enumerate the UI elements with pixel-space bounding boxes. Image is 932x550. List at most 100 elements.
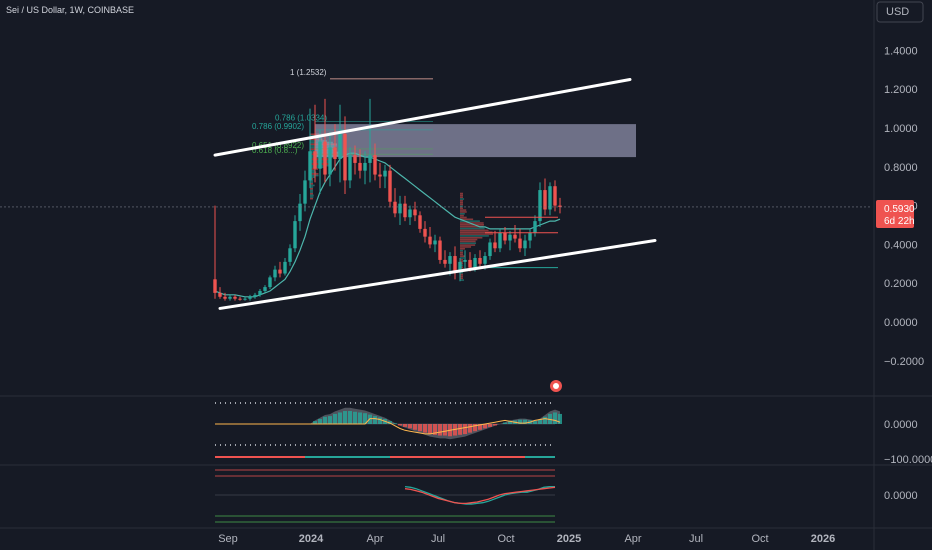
- candle-body: [398, 203, 402, 214]
- candle-body: [528, 232, 532, 241]
- candle-body: [523, 240, 527, 249]
- price-badge-value: 0.5930: [884, 204, 915, 215]
- oscillator-bar: [503, 422, 507, 424]
- oscillator-bar: [323, 416, 327, 424]
- oscillator-bar: [483, 424, 487, 429]
- x-tick-label: Oct: [497, 533, 514, 545]
- candle-body: [283, 261, 287, 274]
- symbol-title: Sei / US Dollar, 1W, COINBASE: [6, 5, 134, 15]
- oscillator-bar: [423, 424, 427, 433]
- volume-profile-bar: [460, 242, 477, 245]
- oscillator-bar: [493, 424, 497, 426]
- oscillator-bar: [558, 413, 562, 424]
- fibonacci-levels[interactable]: 1 (1.2532) 0.786 (1.0334)0.786 (0.9902) 0.…: [252, 68, 433, 155]
- volume-profile-bar: [460, 249, 463, 252]
- momentum-pane: 0.0000: [215, 469, 918, 523]
- oscillator-bar: [403, 424, 407, 427]
- volume-profile-bar: [310, 166, 324, 169]
- candle-body: [248, 296, 252, 299]
- candle-body: [358, 162, 362, 171]
- candle-body: [423, 228, 427, 237]
- volume-profile-bar: [460, 233, 494, 235]
- volume-profile-bar: [460, 244, 476, 246]
- volume-profile-bar: [460, 231, 493, 234]
- oscillator-bar: [398, 424, 402, 426]
- oscillator-bar: [433, 424, 437, 435]
- candle-body: [458, 261, 462, 272]
- trendlines[interactable]: [213, 78, 657, 310]
- oscillator-bar: [543, 416, 547, 424]
- oscillator-bar: [428, 424, 432, 435]
- ema-path: [214, 152, 561, 298]
- oscillator-bar: [348, 411, 352, 424]
- volume-profile-bar: [460, 220, 480, 222]
- volume-profile-bar: [460, 260, 463, 263]
- volume-profile-bar: [310, 173, 319, 175]
- candle-body: [548, 186, 552, 210]
- candle-body: [348, 155, 352, 181]
- volume-profile-bar: [460, 271, 463, 274]
- y-tick-label: 0.4000: [884, 239, 918, 251]
- price-badge: [876, 200, 914, 228]
- fib-label: 0.786 (0.9902): [252, 122, 304, 131]
- oscillator-bar: [408, 424, 412, 429]
- time-axis[interactable]: Sep 2024 Apr Jul Oct 2025 Apr Jul Oct 2026: [218, 533, 835, 545]
- candle-body: [513, 234, 517, 239]
- ind1-tick-label: −100.0000: [884, 454, 932, 466]
- candle-body: [343, 133, 347, 181]
- volume-profile-bar: [460, 194, 463, 197]
- currency-button[interactable]: [876, 1, 924, 23]
- volume-profile-bar: [460, 214, 464, 217]
- candle-body: [433, 240, 437, 245]
- horizontal-levels[interactable]: [485, 216, 558, 269]
- oscillator-bar: [343, 411, 347, 424]
- oscillator-bar: [373, 416, 377, 424]
- volume-profile-bar: [310, 171, 317, 174]
- candle-body: [453, 256, 457, 272]
- volume-profile-bar: [460, 253, 463, 256]
- candle-body: [483, 256, 487, 264]
- volume-profile-bar: [460, 224, 484, 226]
- candle-body: [498, 232, 502, 249]
- volume-profile-bar: [310, 176, 316, 179]
- fib-label: 1 (1.2532): [290, 68, 327, 77]
- candle-body: [363, 162, 367, 171]
- candle-body: [508, 234, 512, 241]
- volume-profile-bar: [310, 192, 313, 195]
- volume-profile-bar: [460, 212, 465, 215]
- x-tick-label: Apr: [366, 533, 383, 545]
- candle-body: [418, 215, 422, 229]
- candle-body: [448, 256, 452, 264]
- price-badge-countdown: 6d 22h: [884, 216, 915, 227]
- volume-profile-bar: [460, 216, 467, 219]
- candle-body: [388, 170, 392, 202]
- fib-label: 0.618 (0.8...): [252, 146, 298, 155]
- candle-body: [323, 141, 327, 175]
- y-tick-label: 0.0000: [884, 317, 918, 329]
- x-tick-label: Oct: [751, 533, 768, 545]
- candle-body: [413, 209, 417, 216]
- candle-body: [403, 203, 407, 218]
- candle-body: [228, 296, 232, 299]
- ema-line: [214, 152, 561, 298]
- trendline: [213, 78, 632, 157]
- candle-body: [333, 147, 337, 160]
- signal-line: [215, 418, 561, 435]
- oscillator-bar: [538, 419, 542, 424]
- volume-profile-bar: [460, 205, 463, 208]
- candle-body: [268, 277, 272, 288]
- volume-profile-bar: [460, 235, 489, 237]
- candle-body: [543, 190, 547, 210]
- volume-profile-bar: [460, 275, 463, 278]
- oscillator-bar: [363, 413, 367, 424]
- y-tick-label: −0.2000: [884, 356, 924, 368]
- candle-body: [273, 269, 277, 278]
- oscillator-bar: [338, 412, 342, 424]
- volume-profile-bar: [460, 218, 474, 221]
- volume-profile-bar: [460, 240, 476, 243]
- volume-profile-bar: [460, 192, 463, 195]
- candle-body: [468, 259, 472, 268]
